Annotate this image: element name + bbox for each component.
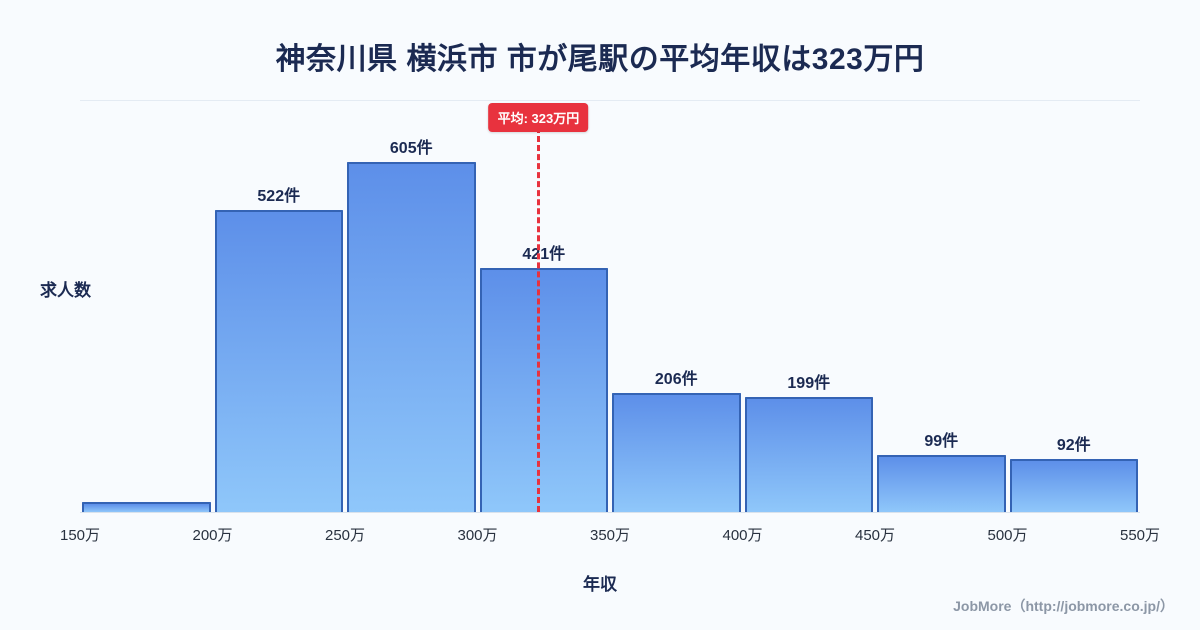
bar-value-label: 421件 xyxy=(522,246,566,264)
y-axis-label: 求人数 xyxy=(40,281,91,300)
x-tick-label: 550万 xyxy=(1119,527,1161,544)
histogram-bar xyxy=(82,502,211,512)
bar-value-label: 206件 xyxy=(654,370,698,388)
x-tick-label: 150万 xyxy=(59,527,101,544)
histogram-bar xyxy=(479,268,608,512)
bar-value-label: 605件 xyxy=(389,140,433,157)
bar-value-label: 99件 xyxy=(924,432,959,450)
histogram-bar xyxy=(612,392,741,512)
bar-value-label: 522件 xyxy=(257,188,301,206)
histogram-bar xyxy=(214,210,343,512)
x-tick-label: 200万 xyxy=(192,527,233,544)
histogram-bar xyxy=(347,162,476,512)
average-badge: 平均: 323万円 xyxy=(488,103,589,132)
page-title: 神奈川県 横浜市 市が尾駅の平均年収は323万円 xyxy=(275,43,925,76)
histogram-bar xyxy=(1009,458,1138,512)
plot-top-border xyxy=(80,100,1140,101)
x-tick-label: 250万 xyxy=(324,527,366,544)
x-axis-line xyxy=(80,512,1140,513)
x-tick-label: 500万 xyxy=(987,527,1028,544)
x-tick-label: 450万 xyxy=(854,527,896,544)
bar-value-label: 92件 xyxy=(1056,436,1091,454)
x-axis-label: 年収 xyxy=(583,575,617,594)
credit-text: JobMore（http://jobmore.co.jp/） xyxy=(953,598,1174,614)
histogram-bar xyxy=(744,396,873,512)
x-tick-label: 350万 xyxy=(589,527,631,544)
bar-value-label: 199件 xyxy=(787,374,831,392)
x-tick-label: 400万 xyxy=(722,527,763,544)
histogram-bar xyxy=(877,454,1006,512)
x-tick-label: 300万 xyxy=(457,527,498,544)
average-dashed-line xyxy=(536,127,540,512)
